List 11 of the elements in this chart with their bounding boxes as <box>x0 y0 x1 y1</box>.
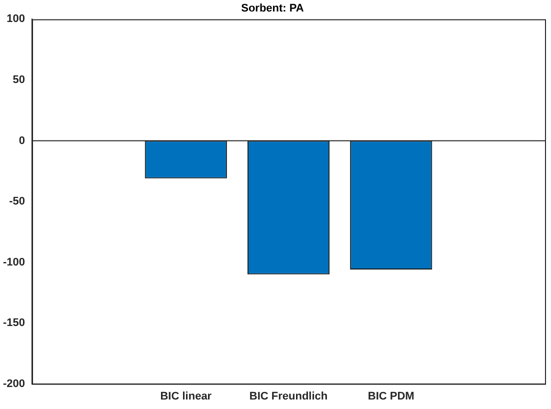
x-tick-label: BIC PDM <box>368 390 414 402</box>
y-tick-label: -150 <box>2 317 26 330</box>
y-tick-label: -50 <box>9 196 26 208</box>
y-tick-label: 100 <box>6 13 26 26</box>
x-tick-label: BIC Freundlich <box>249 390 328 402</box>
chart-title: Sorbent: PA <box>241 2 304 15</box>
y-tick-label: -200 <box>2 378 26 390</box>
y-tick-label: 0 <box>18 134 26 147</box>
x-tick-label: BIC linear <box>160 390 212 402</box>
y-tick-label: 50 <box>12 74 26 86</box>
y-tick-label: -100 <box>2 256 26 268</box>
